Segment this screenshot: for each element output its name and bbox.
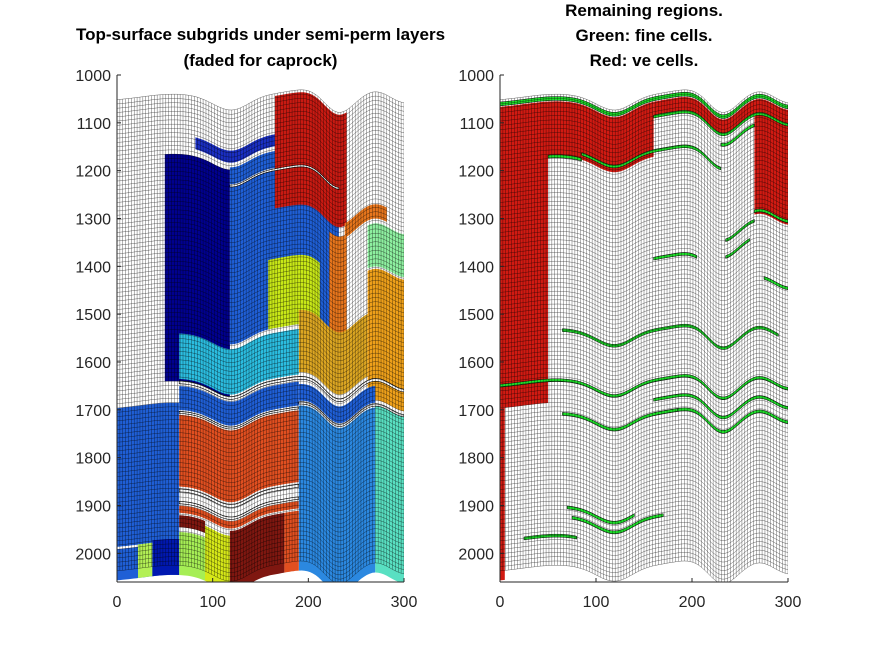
x-tick-label: 200 [679,594,706,611]
fine-band-3 [720,123,755,147]
mesh-grid [117,89,404,582]
fine-band-5 [581,144,722,171]
y-tick-label: 1200 [75,164,111,181]
y-tick-label: 1700 [458,403,494,420]
region-9 [367,223,404,278]
y-tick-label: 1900 [75,498,111,515]
region-4 [754,113,788,225]
y-tick-label: 2000 [458,546,494,563]
region-13 [117,402,180,547]
fine-band-15 [562,408,678,432]
y-tick-label: 1800 [75,451,111,468]
y-tick-label: 1100 [460,116,495,133]
y-tick-label: 1100 [77,116,112,133]
region-10 [367,268,404,412]
fine-band-8 [725,237,750,259]
chart-title-line: Green: fine cells. [576,26,713,45]
axes-1: 1000110012001300140015001600170018001900… [75,25,445,611]
gap-2 [178,375,404,403]
gap-5 [178,484,300,508]
region-17 [179,501,299,529]
y-tick-label: 1500 [75,307,111,324]
region-21 [138,542,153,578]
chart-title-line: Top-surface subgrids under semi-perm lay… [76,25,445,44]
x-tick-label: 300 [391,594,418,611]
chart-title-line: Red: ve cells. [590,51,699,70]
region-1 [500,101,548,409]
x-tick-label: 200 [295,594,322,611]
y-tick-label: 1800 [458,451,494,468]
x-tick-label: 0 [496,594,505,611]
mesh-grid [500,89,788,582]
y-tick-label: 1200 [458,164,494,181]
x-tick-label: 100 [583,594,610,611]
y-tick-label: 1400 [75,259,111,276]
x-tick-label: 100 [199,594,226,611]
y-tick-label: 1000 [75,68,111,85]
axes-2: 1000110012001300140015001600170018001900… [458,1,801,611]
y-tick-label: 1000 [458,68,494,85]
y-tick-label: 2000 [75,546,111,563]
y-tick-label: 1700 [75,403,111,420]
region-3 [229,164,339,189]
y-tick-label: 1300 [75,211,111,228]
y-tick-label: 1300 [458,211,494,228]
region-5 [195,134,275,163]
plot-area [117,89,404,582]
y-tick-label: 1400 [458,259,494,276]
y-tick-label: 1500 [458,307,494,324]
x-tick-label: 300 [775,594,802,611]
plot-area [500,89,788,582]
x-tick-label: 0 [113,594,122,611]
fine-band-4 [547,154,582,162]
chart-title-line: Remaining regions. [565,1,723,20]
y-tick-label: 1600 [75,355,111,372]
chart-title-line: (faded for caprock) [184,51,338,70]
region-27 [284,510,299,573]
y-tick-label: 1600 [458,355,494,372]
y-tick-label: 1900 [458,498,494,515]
region-12 [179,329,299,395]
